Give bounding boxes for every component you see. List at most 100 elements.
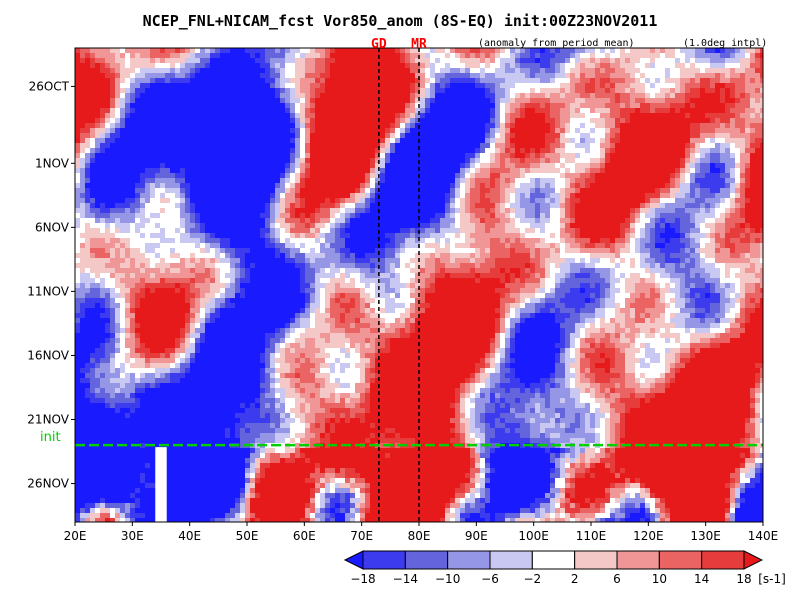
field-cell [150, 98, 156, 104]
field-cell [580, 188, 586, 194]
field-cell [145, 168, 151, 174]
field-cell [155, 73, 161, 79]
field-cell [580, 123, 586, 129]
field-cell [450, 93, 456, 99]
field-cell [375, 168, 381, 174]
field-cell [290, 108, 296, 114]
field-cell [470, 83, 476, 89]
field-cell [370, 173, 376, 179]
field-cell [185, 78, 191, 84]
field-cell [420, 48, 426, 54]
field-cell [450, 48, 456, 54]
field-cell [420, 83, 426, 89]
field-cell [725, 108, 731, 114]
field-cell [510, 63, 516, 69]
field-cell [760, 138, 763, 144]
field-cell [580, 78, 586, 84]
field-cell [155, 198, 161, 204]
field-cell [350, 168, 356, 174]
field-cell [285, 48, 291, 54]
field-cell [170, 183, 176, 189]
field-cell [490, 58, 496, 64]
field-cell [640, 88, 646, 94]
field-cell [545, 143, 551, 149]
field-cell [405, 48, 411, 54]
field-cell [455, 118, 461, 124]
field-cell [360, 78, 366, 84]
field-cell [700, 168, 706, 174]
field-cell [335, 203, 341, 209]
field-cell [85, 158, 91, 164]
field-cell [585, 198, 591, 204]
field-cell [485, 63, 491, 69]
field-cell [190, 203, 196, 209]
field-cell [400, 63, 406, 69]
field-cell [500, 118, 506, 124]
field-cell [280, 83, 286, 89]
field-cell [105, 58, 111, 64]
field-cell [560, 188, 566, 194]
field-cell [475, 138, 481, 144]
field-cell [630, 108, 636, 114]
field-cell [585, 143, 591, 149]
field-cell [430, 63, 436, 69]
field-cell [420, 63, 426, 69]
field-cell [135, 113, 141, 119]
field-cell [655, 93, 661, 99]
field-cell [710, 163, 716, 169]
field-cell [365, 178, 371, 184]
field-cell [425, 183, 431, 189]
field-cell [610, 63, 616, 69]
field-cell [180, 188, 186, 194]
field-cell [225, 63, 231, 69]
field-cell [665, 198, 671, 204]
field-cell [280, 183, 286, 189]
field-cell [250, 53, 256, 59]
field-cell [685, 93, 691, 99]
field-cell [690, 53, 696, 59]
field-cell [600, 103, 606, 109]
field-cell [235, 148, 241, 154]
field-cell [395, 98, 401, 104]
field-cell [405, 98, 411, 104]
field-cell [435, 78, 441, 84]
field-cell [725, 143, 731, 149]
field-cell [260, 218, 266, 224]
field-cell [235, 88, 241, 94]
field-cell [340, 58, 346, 64]
field-cell [650, 73, 656, 79]
field-cell [700, 93, 706, 99]
field-cell [605, 163, 611, 169]
field-cell [240, 118, 246, 124]
field-cell [335, 208, 341, 214]
field-cell [255, 138, 261, 144]
field-cell [85, 113, 91, 119]
field-cell [610, 98, 616, 104]
field-cell [680, 163, 686, 169]
field-cell [665, 183, 671, 189]
field-cell [745, 223, 751, 229]
field-cell [125, 63, 131, 69]
field-cell [290, 173, 296, 179]
field-cell [505, 153, 511, 159]
field-cell [605, 68, 611, 74]
field-cell [80, 138, 86, 144]
field-cell [635, 128, 641, 134]
field-cell [500, 73, 506, 79]
field-cell [420, 78, 426, 84]
field-cell [290, 203, 296, 209]
field-cell [140, 113, 146, 119]
field-cell [505, 63, 511, 69]
field-cell [210, 68, 216, 74]
field-cell [460, 113, 466, 119]
field-cell [305, 148, 311, 154]
field-cell [705, 198, 711, 204]
field-cell [385, 133, 391, 139]
field-cell [480, 163, 486, 169]
field-cell [395, 93, 401, 99]
field-cell [430, 78, 436, 84]
field-cell [505, 208, 511, 214]
field-cell [725, 163, 731, 169]
field-cell [420, 148, 426, 154]
field-cell [665, 138, 671, 144]
